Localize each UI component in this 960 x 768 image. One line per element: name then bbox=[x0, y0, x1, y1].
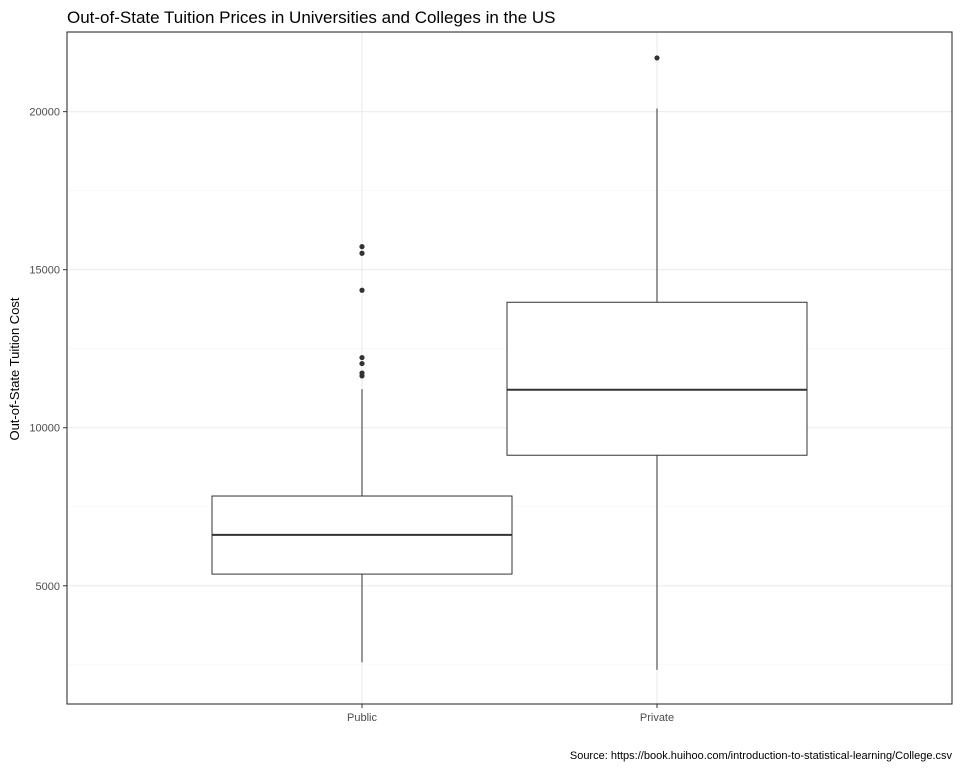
y-tick-label: 5000 bbox=[36, 581, 60, 593]
chart-title: Out-of-State Tuition Prices in Universit… bbox=[67, 8, 556, 27]
source-caption: Source: https://book.huihoo.com/introduc… bbox=[570, 750, 953, 762]
outlier-point-public bbox=[359, 370, 365, 376]
outlier-point-public bbox=[359, 360, 365, 367]
y-tick-label: 10000 bbox=[29, 423, 60, 435]
box-private bbox=[506, 301, 808, 456]
panel-border bbox=[66, 31, 953, 705]
outlier-point-public bbox=[359, 287, 365, 293]
outlier-point-public bbox=[359, 354, 365, 361]
outlier-point-public bbox=[359, 250, 365, 256]
x-tick-label-public: Public bbox=[347, 712, 377, 724]
y-tick-label: 20000 bbox=[29, 107, 60, 119]
x-tick-label-private: Private bbox=[640, 712, 674, 724]
outlier-point-private bbox=[654, 55, 660, 61]
y-tick-label: 15000 bbox=[29, 265, 60, 277]
plot-panel: 5000 10000 15000 20000 Public Private bbox=[29, 31, 953, 724]
y-axis-label: Out-of-State Tuition Cost bbox=[7, 297, 22, 440]
outlier-point-public bbox=[359, 244, 365, 250]
